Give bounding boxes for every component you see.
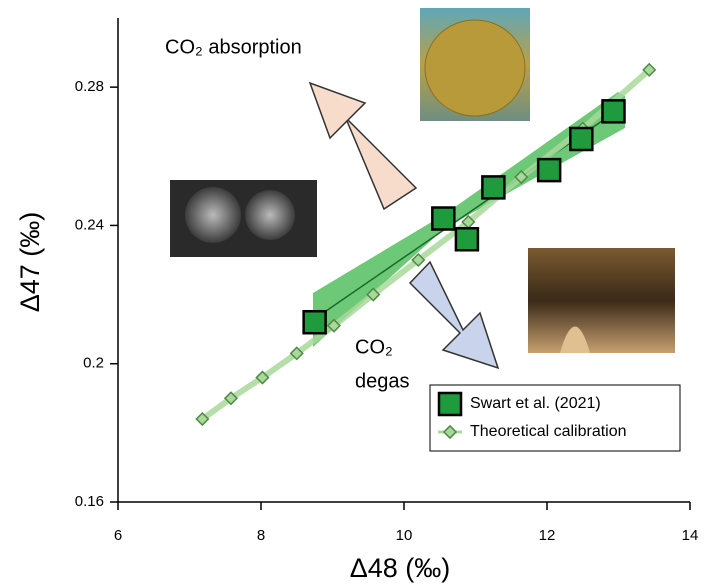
cave-photo — [528, 248, 675, 353]
square-marker — [538, 159, 560, 181]
sem-cell — [245, 190, 295, 240]
square-marker — [570, 128, 592, 150]
x-tick-label: 14 — [682, 527, 699, 544]
annotation: CO₂ — [355, 336, 393, 358]
x-tick-label: 12 — [539, 527, 556, 544]
x-tick-label: 10 — [396, 527, 413, 544]
coral-shape — [425, 20, 525, 116]
square-marker — [304, 311, 326, 333]
x-tick-label: 8 — [257, 527, 265, 544]
annotation: degas — [355, 370, 410, 392]
y-tick-label: 0.28 — [75, 78, 104, 95]
annotation: CO₂ absorption — [165, 36, 302, 58]
sem-cell — [185, 187, 241, 243]
x-axis-label: Δ48 (‰) — [350, 553, 451, 583]
legend-marker — [439, 393, 461, 415]
y-tick-label: 0.24 — [75, 216, 104, 233]
chart: Δ48 (‰) Δ47 (‰) CO₂ absorption CO₂ degas… — [0, 0, 706, 586]
y-tick-label: 0.2 — [83, 355, 104, 372]
y-tick-label: 0.16 — [75, 493, 104, 510]
x-tick-label: 6 — [114, 527, 122, 544]
square-marker — [602, 100, 624, 122]
y-axis-label: Δ47 (‰) — [15, 212, 45, 313]
degas-arrow — [410, 262, 498, 368]
square-marker — [432, 208, 454, 230]
square-marker — [456, 228, 478, 250]
legend-label: Swart et al. (2021) — [470, 395, 601, 412]
legend-label: Theoretical calibration — [470, 423, 627, 440]
square-marker — [482, 176, 504, 198]
absorption-arrow — [310, 83, 416, 209]
